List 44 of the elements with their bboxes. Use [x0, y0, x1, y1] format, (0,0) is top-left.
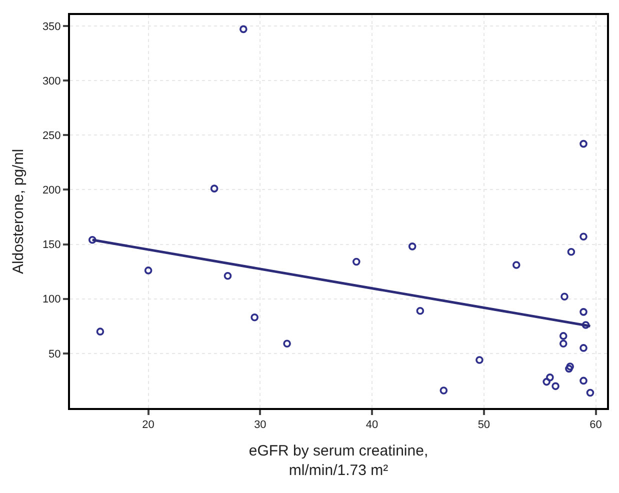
y-tick-label: 150	[42, 239, 61, 252]
point	[580, 344, 588, 352]
point	[586, 388, 594, 397]
point	[580, 308, 588, 316]
point	[552, 382, 560, 390]
point	[250, 313, 258, 322]
point	[565, 364, 573, 373]
point	[224, 272, 232, 280]
y-tick-label: 100	[42, 294, 61, 306]
point	[476, 356, 484, 364]
point	[559, 340, 568, 348]
x-tick-label: 30	[254, 419, 266, 432]
y-tick-label: 350	[42, 20, 61, 33]
y-tick-label: 200	[42, 184, 61, 197]
point	[210, 184, 218, 192]
point	[580, 140, 588, 148]
point	[144, 266, 152, 274]
x-axis-title: eGFR by serum creatinine, ml/min/1.73 m²	[248, 442, 428, 480]
y-tick-label: 300	[42, 75, 61, 88]
point	[416, 306, 424, 315]
point	[88, 236, 96, 244]
x-tick-label: 40	[366, 419, 378, 432]
point	[240, 25, 248, 34]
point	[542, 378, 550, 386]
point	[580, 232, 588, 241]
point	[559, 332, 568, 340]
point	[283, 340, 291, 348]
point	[566, 362, 574, 370]
point	[96, 328, 104, 336]
point	[567, 248, 576, 256]
point	[408, 242, 416, 250]
point	[512, 261, 520, 269]
x-tick-label: 50	[478, 419, 490, 432]
point	[546, 374, 554, 382]
x-tick-label: 20	[142, 419, 154, 432]
point	[352, 258, 360, 266]
point	[580, 376, 588, 385]
y-tick-label: 250	[42, 130, 61, 142]
point	[440, 386, 448, 394]
x-tick-label: 60	[590, 419, 602, 432]
point	[560, 292, 568, 301]
y-tick-label: 50	[48, 348, 61, 360]
y-axis-title: Aldosterone, pg/ml	[10, 148, 28, 274]
point	[582, 321, 590, 329]
